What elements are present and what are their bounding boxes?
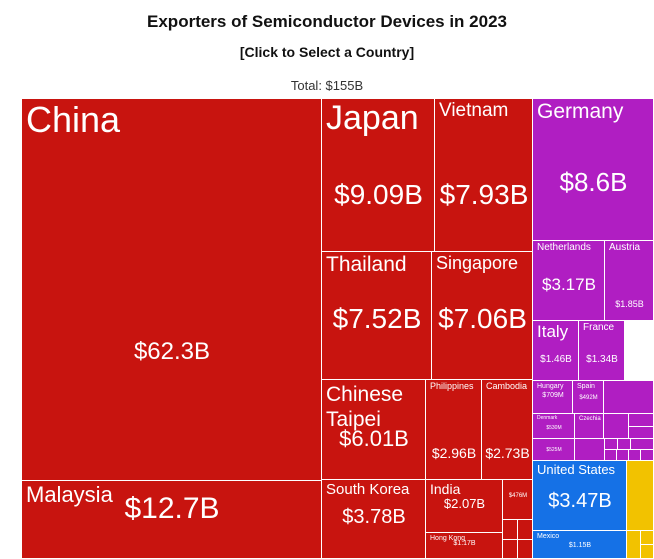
tile-netherlands[interactable]: Netherlands $3.17B [533,241,605,321]
india-name: India [430,481,461,497]
tile-minor-6[interactable] [605,439,618,450]
philippines-value: $2.96B [431,445,477,462]
chart-title: Exporters of Semiconductor Devices in 20… [147,12,507,31]
tile-italy[interactable]: Italy $1.46B [533,321,579,381]
tile-minor-4[interactable] [629,427,654,439]
cambodia-value: $2.73B [485,445,530,462]
tile-minor-13[interactable] [627,461,654,531]
tile-minor-9[interactable] [605,450,617,461]
tile-23-value: $525M [546,446,562,453]
chinese-taipei-name: Chinese Taipei [326,383,404,432]
spain-value: $492M [579,394,598,401]
united-states-value: $3.47B [548,490,612,512]
tile-minor-19[interactable] [503,540,518,559]
czechia-name: Czechia [579,416,601,422]
tile-tile-23[interactable]: $525M [533,439,575,461]
united-states-name: United States [537,462,616,477]
mexico-name: Mexico [537,533,560,540]
china-value: $62.3B [133,338,211,366]
tile-philippines[interactable]: Philippines $2.96B [426,380,482,480]
cambodia-name: Cambodia [486,381,528,391]
netherlands-name: Netherlands [537,242,591,253]
chart-subtitle: [Click to Select a Country] [239,44,415,60]
tile-hong-kong[interactable]: Hong Kong $1.17B [426,533,503,559]
tile-austria[interactable]: Austria $1.85B [605,241,654,321]
tile-germany[interactable]: Germany $8.6B [533,99,654,241]
germany-value: $8.6B [559,166,628,197]
vietnam-value: $7.93B [439,178,529,210]
tile-minor-12[interactable] [641,450,654,461]
singapore-value: $7.06B [438,302,527,334]
south-korea-name: South Korea [326,481,410,498]
tile-vietnam[interactable]: Vietnam $7.93B [435,99,533,252]
hungary-name: Hungary [537,383,564,390]
tile-france[interactable]: France $1.34B [579,321,625,381]
tile-minor-16[interactable] [641,545,654,559]
tile-mexico[interactable]: Mexico $1.15B [533,531,627,559]
tile-minor-14[interactable] [627,531,641,559]
chart-total: Total: $155B [290,78,364,93]
india-value: $2.07B [443,496,486,512]
tile-czechia[interactable]: Czechia [575,414,604,439]
singapore-name: Singapore [436,253,519,273]
tile-south-korea[interactable]: South Korea $3.78B [322,480,426,559]
tile-thailand[interactable]: Thailand $7.52B [322,252,432,380]
tile-japan[interactable]: Japan $9.09B [322,99,435,252]
tile-minor-7[interactable] [618,439,631,450]
austria-name: Austria [609,242,641,253]
tile-minor-1[interactable] [604,381,654,414]
tile-singapore[interactable]: Singapore $7.06B [432,252,533,380]
malaysia-name: Malaysia [26,482,113,507]
italy-name: Italy [537,322,569,341]
vietnam-name: Vietnam [439,100,509,121]
tile-minor-18[interactable] [518,520,533,540]
tile-minor-10[interactable] [617,450,629,461]
tile-spain[interactable]: Spain $492M [573,381,604,414]
tile-india[interactable]: India $2.07B [426,480,503,533]
spain-name: Spain [577,383,595,390]
tile-chinese-taipei[interactable]: Chinese Taipei $6.01B [322,380,426,480]
chinese-taipei-value: $6.01B [339,426,409,452]
thailand-value: $7.52B [332,302,422,334]
japan-name: Japan [326,99,419,137]
tile-minor-2[interactable] [604,414,629,439]
philippines-name: Philippines [430,381,474,391]
tile-13-value: $476M [508,492,528,499]
malaysia-value: $12.7B [124,492,220,525]
tile-hungary[interactable]: Hungary $709M [533,381,573,414]
tile-minor-3[interactable] [629,414,654,427]
tile-denmark[interactable]: Denmark $530M [533,414,575,439]
tile-minor-20[interactable] [518,540,533,559]
tile-tile-13[interactable]: $476M [503,480,533,520]
hong-kong-name: Hong Kong [430,535,466,542]
thailand-name: Thailand [326,253,407,276]
tile-minor-5[interactable] [575,439,605,461]
china-name: China [26,99,121,140]
austria-value: $1.85B [615,298,644,309]
tile-cambodia[interactable]: Cambodia $2.73B [482,380,533,480]
hong-kong-value: $1.17B [453,539,476,547]
tile-minor-8[interactable] [631,439,654,450]
tile-minor-17[interactable] [503,520,518,540]
japan-value: $9.09B [334,178,423,210]
tile-minor-11[interactable] [629,450,641,461]
south-korea-value: $3.78B [342,506,406,528]
italy-value: $1.46B [540,354,572,365]
netherlands-value: $3.17B [542,274,596,294]
france-value: $1.34B [586,354,618,365]
france-name: France [583,322,615,333]
tile-united-states[interactable]: United States $3.47B [533,461,627,531]
tile-malaysia[interactable]: Malaysia $12.7B [22,481,322,559]
germany-name: Germany [537,100,624,123]
mexico-value: $1.15B [568,541,592,549]
denmark-value: $530M [546,424,562,431]
hungary-value: $709M [542,391,564,399]
tile-china[interactable]: China $62.3B [22,99,322,481]
denmark-name: Denmark [537,415,558,421]
tile-minor-15[interactable] [641,531,654,545]
